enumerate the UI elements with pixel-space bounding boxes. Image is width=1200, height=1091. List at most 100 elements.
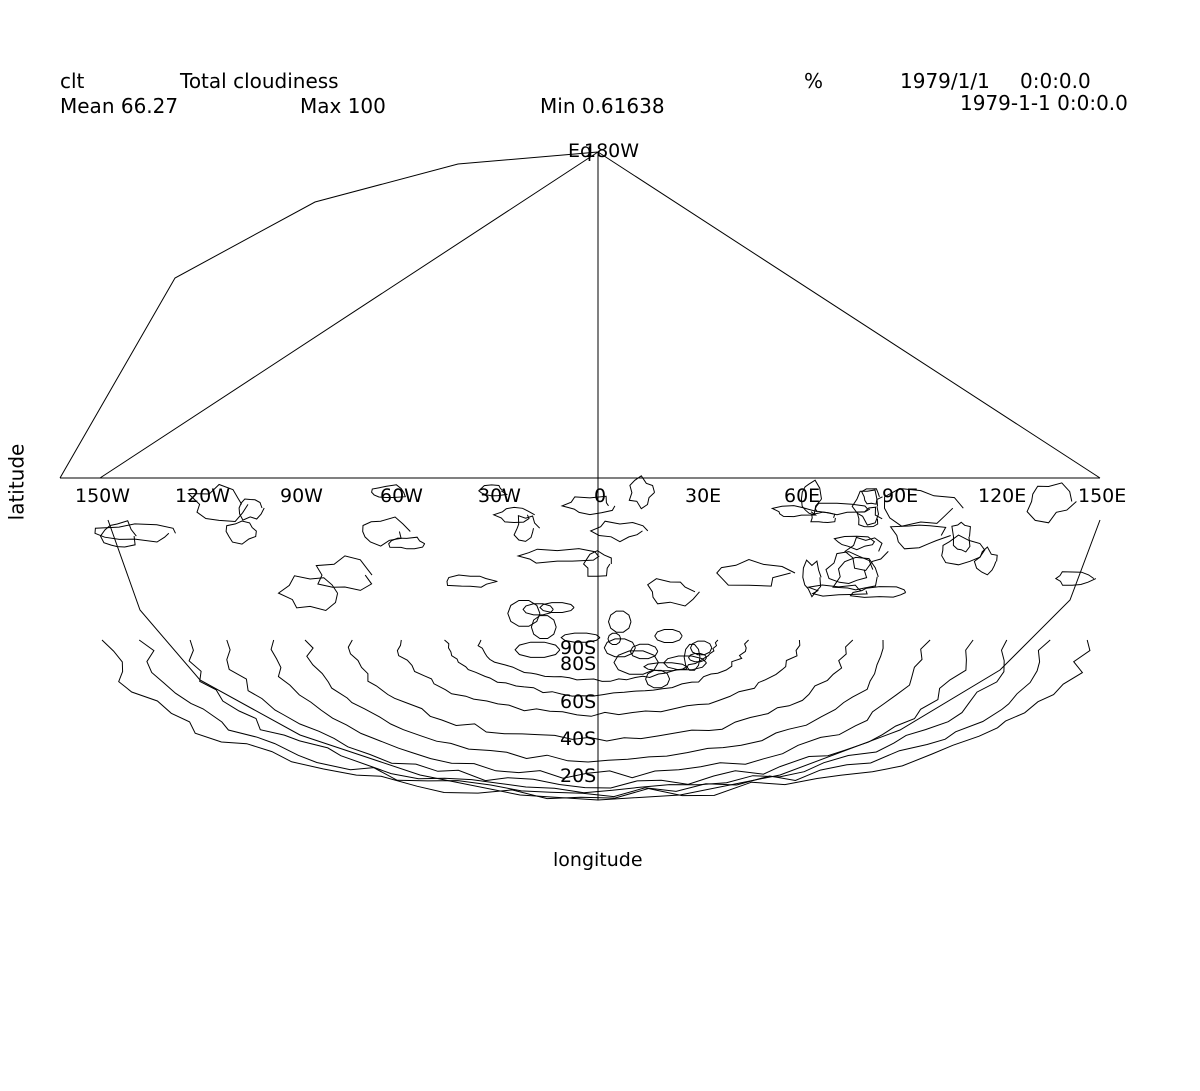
datetime-label: 1979-1-1 0:0:0.0 [960, 91, 1128, 115]
contour-blob [770, 505, 818, 518]
contour-blob [973, 546, 998, 576]
contour-blob [225, 520, 258, 545]
contour-blob [187, 483, 249, 523]
contour-blob [446, 574, 498, 588]
variable-name: clt [60, 69, 85, 93]
contour-blob [492, 506, 535, 524]
contour-blob [856, 506, 883, 528]
lon-tick-label: 90W [280, 485, 323, 507]
contour-blob [851, 489, 880, 526]
contour-blob [814, 502, 871, 516]
outer-boundary-left [59, 151, 599, 479]
lon-tick-label: 90E [882, 485, 918, 507]
lon-tick-label: 0 [594, 485, 606, 507]
cloudiness-contours [94, 475, 1097, 800]
contour-blob [507, 600, 541, 627]
lat-tick-label: 20S [560, 765, 596, 787]
lat-tick-label: 40S [560, 728, 596, 750]
contour-blob [951, 521, 971, 553]
contour-blob [687, 653, 708, 663]
min-stat: Min 0.61638 [540, 94, 665, 118]
contour-blob [628, 475, 656, 510]
variable-long-name: Total cloudiness [180, 69, 339, 93]
lon-tick-label: 120E [978, 485, 1026, 507]
contour-blob [802, 559, 822, 598]
mean-stat: Mean 66.27 [60, 94, 179, 118]
lower-boundary [107, 519, 1101, 801]
contour-blob [539, 602, 575, 613]
contour-blob [603, 638, 636, 658]
contour-blob [889, 524, 951, 550]
contour-line [347, 639, 854, 742]
meridian-line-right [597, 151, 1101, 479]
contour-blob [388, 536, 426, 550]
contour-blob [582, 550, 612, 577]
lon-tick-label: 120W [175, 485, 230, 507]
contour-blob [362, 516, 411, 547]
contour-blob [832, 556, 879, 591]
contour-blob [560, 632, 601, 643]
contour-blob [613, 650, 659, 675]
meridian-line-left [99, 151, 599, 479]
contour-blob [514, 641, 561, 658]
contour-blob [645, 669, 671, 689]
contour-blob [825, 551, 874, 585]
contour-blob [522, 603, 554, 616]
axis-labels: 150W 120W 90W 60W 30W 0 30E 60E 90E 120E… [75, 140, 1126, 871]
contour-line [138, 639, 1051, 798]
contour-line [270, 639, 931, 779]
contour-blob [833, 535, 876, 551]
contour-blob [516, 548, 600, 564]
contour-blob [530, 615, 557, 639]
contour-blob [1026, 482, 1077, 524]
contour-blob [371, 484, 407, 498]
contour-line [226, 639, 974, 789]
contour-blob [607, 610, 632, 633]
lon-tick-label: 30E [685, 485, 721, 507]
y-axis-title: latitude [4, 443, 29, 521]
contour-blob [716, 558, 796, 587]
contour-blob [844, 536, 889, 572]
contour-blob [883, 487, 964, 527]
contour-blob [810, 511, 836, 524]
lat-tick-label: 90S [560, 637, 596, 659]
contour-blob [647, 578, 700, 607]
contour-line [444, 639, 749, 697]
lon-tick-label: 30W [478, 485, 521, 507]
contour-blob [589, 520, 649, 543]
contour-blob [689, 640, 713, 656]
contour-blob [607, 632, 622, 645]
contour-line [304, 639, 884, 763]
contour-blob [849, 586, 907, 598]
contour-blob [1054, 571, 1097, 586]
contour-blob [806, 584, 868, 597]
contour-line [188, 639, 1008, 794]
lat-tick-label: 80S [560, 653, 596, 675]
top-label-eq: Eq [568, 140, 592, 162]
contour-blob [654, 629, 683, 643]
contour-blob [478, 484, 508, 497]
contour-blob [277, 575, 339, 612]
contour-blob [238, 498, 265, 521]
contour-blob [560, 495, 616, 516]
contour-line [396, 639, 801, 717]
contour-blob [99, 520, 137, 548]
contour-blob [94, 523, 176, 543]
contour-blob [941, 534, 986, 566]
contour-line [477, 639, 719, 682]
lon-tick-label: 150W [75, 485, 130, 507]
x-axis-title: longitude [553, 849, 643, 871]
time-label: 0:0:0.0 [1020, 69, 1091, 93]
contour-blob [643, 662, 687, 672]
lon-tick-label: 150E [1078, 485, 1126, 507]
date-label: 1979/1/1 [900, 69, 990, 93]
contour-line [101, 639, 1091, 800]
lon-tick-label: 60W [380, 485, 423, 507]
top-label-180w: 180W [584, 140, 639, 162]
units-label: % [804, 69, 824, 93]
max-stat: Max 100 [300, 94, 386, 118]
contour-blob [861, 488, 883, 505]
lon-tick-label: 60E [784, 485, 820, 507]
contour-blob [513, 514, 541, 542]
